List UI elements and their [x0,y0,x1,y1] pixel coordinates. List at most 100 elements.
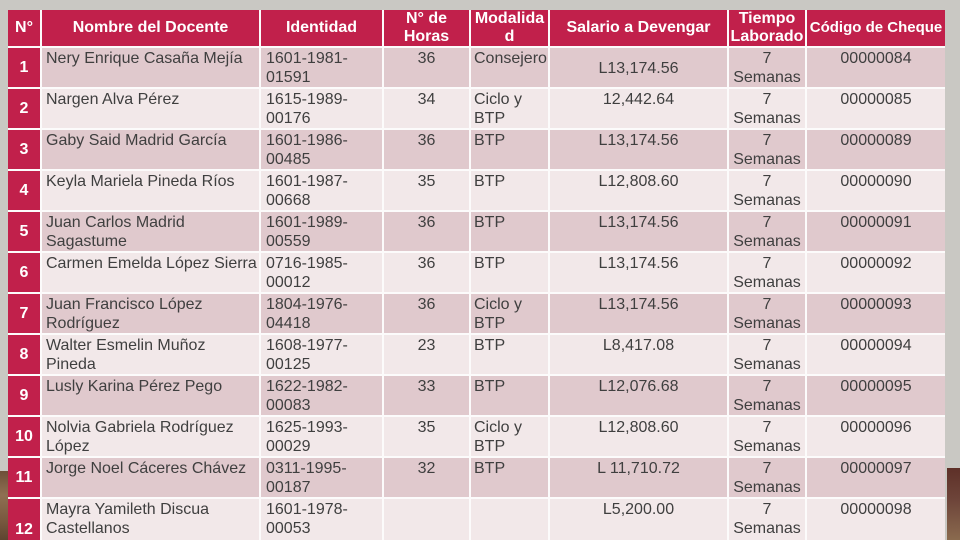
cell-row-number: 1 [8,48,40,87]
cell-nombre-docente: Mayra Yamileth Discua Castellanos [42,499,259,540]
cell-row-number: 2 [8,89,40,128]
cell-row-number: 5 [8,212,40,251]
cell-nombre-docente: Jorge Noel Cáceres Chávez [42,458,259,497]
cell-horas: 33 [384,376,469,415]
cell-nombre-docente: Lusly Karina Pérez Pego [42,376,259,415]
cell-horas: 36 [384,294,469,333]
cell-tiempo-laborado: 7 Semanas [729,335,805,374]
cell-tiempo-laborado: 7 Semanas [729,294,805,333]
cell-codigo-cheque: 00000095 [807,376,945,415]
cell-row-number: 12 [8,499,40,540]
cell-identidad: 1622-1982-00083 [261,376,382,415]
cell-codigo-cheque: 00000085 [807,89,945,128]
cell-identidad: 1601-1987-00668 [261,171,382,210]
cell-modalidad: BTP [471,171,548,210]
cell-codigo-cheque: 00000084 [807,48,945,87]
cell-modalidad: Ciclo y BTP [471,89,548,128]
cell-identidad: 1804-1976-04418 [261,294,382,333]
column-header-cheque: Código de Cheque [807,10,945,46]
cell-nombre-docente: Carmen Emelda López Sierra [42,253,259,292]
cell-nombre-docente: Nargen Alva Pérez [42,89,259,128]
column-header-horas: N° de Horas [384,10,469,46]
cell-tiempo-laborado: 7 Semanas [729,499,805,540]
cell-nombre-docente: Gaby Said Madrid García [42,130,259,169]
cell-codigo-cheque: 00000096 [807,417,945,456]
cell-row-number: 3 [8,130,40,169]
cell-modalidad: Ciclo y BTP [471,294,548,333]
cell-horas: 32 [384,458,469,497]
cell-tiempo-laborado: 7 Semanas [729,89,805,128]
cell-tiempo-laborado: 7 Semanas [729,376,805,415]
column-header-salario: Salario a Devengar [550,10,727,46]
cell-nombre-docente: Nery Enrique Casaña Mejía [42,48,259,87]
cell-codigo-cheque: 00000092 [807,253,945,292]
cell-salario: L 11,710.72 [550,458,727,497]
column-header-num: N° [8,10,40,46]
cell-codigo-cheque: 00000089 [807,130,945,169]
cell-tiempo-laborado: 7 Semanas [729,130,805,169]
cell-tiempo-laborado: 7 Semanas [729,212,805,251]
cell-modalidad: Ciclo y BTP [471,417,548,456]
cell-horas: 36 [384,253,469,292]
cell-salario: L13,174.56 [550,130,727,169]
column-header-nombre: Nombre del Docente [42,10,259,46]
cell-identidad: 1601-1978-00053 [261,499,382,540]
docentes-table: N° Nombre del Docente Identidad N° de Ho… [8,10,945,540]
cell-nombre-docente: Keyla Mariela Pineda Ríos [42,171,259,210]
cell-identidad: 0311-1995-00187 [261,458,382,497]
cell-horas: 35 [384,171,469,210]
cell-horas: 36 [384,130,469,169]
cell-row-number: 7 [8,294,40,333]
cell-codigo-cheque: 00000097 [807,458,945,497]
cell-codigo-cheque: 00000098 [807,499,945,540]
cell-modalidad: BTP [471,130,548,169]
cell-nombre-docente: Juan Francisco López Rodríguez [42,294,259,333]
cell-row-number: 6 [8,253,40,292]
cell-identidad: 1625-1993-00029 [261,417,382,456]
cell-tiempo-laborado: 7 Semanas [729,48,805,87]
cell-identidad: 1615-1989-00176 [261,89,382,128]
column-header-tiempo: Tiempo Laborado [729,10,805,46]
cell-salario: L12,076.68 [550,376,727,415]
cell-modalidad: BTP [471,253,548,292]
cell-codigo-cheque: 00000090 [807,171,945,210]
cell-tiempo-laborado: 7 Semanas [729,253,805,292]
cell-modalidad: BTP [471,458,548,497]
cell-row-number: 9 [8,376,40,415]
cell-salario: L13,174.56 [550,253,727,292]
cell-nombre-docente: Juan Carlos Madrid Sagastume [42,212,259,251]
cell-horas: 36 [384,48,469,87]
cell-salario: L13,174.56 [550,48,727,87]
cell-modalidad [471,499,548,540]
cell-salario: L12,808.60 [550,171,727,210]
cell-nombre-docente: Walter Esmelin Muñoz Pineda [42,335,259,374]
background-photo-left [0,471,9,540]
cell-row-number: 10 [8,417,40,456]
column-header-identidad: Identidad [261,10,382,46]
cell-salario: L12,808.60 [550,417,727,456]
cell-identidad: 1608-1977-00125 [261,335,382,374]
cell-row-number: 8 [8,335,40,374]
cell-modalidad: BTP [471,335,548,374]
cell-row-number: 11 [8,458,40,497]
cell-codigo-cheque: 00000091 [807,212,945,251]
cell-horas: 35 [384,417,469,456]
cell-tiempo-laborado: 7 Semanas [729,458,805,497]
cell-modalidad: BTP [471,212,548,251]
cell-horas [384,499,469,540]
cell-modalidad: Consejero [471,48,548,87]
cell-horas: 34 [384,89,469,128]
cell-salario: L5,200.00 [550,499,727,540]
cell-identidad: 1601-1986-00485 [261,130,382,169]
cell-modalidad: BTP [471,376,548,415]
cell-tiempo-laborado: 7 Semanas [729,417,805,456]
cell-row-number: 4 [8,171,40,210]
cell-salario: L8,417.08 [550,335,727,374]
column-header-modalidad: Modalidad [471,10,548,46]
cell-codigo-cheque: 00000093 [807,294,945,333]
cell-salario: 12,442.64 [550,89,727,128]
cell-nombre-docente: Nolvia Gabriela Rodríguez López [42,417,259,456]
cell-identidad: 1601-1989-00559 [261,212,382,251]
cell-identidad: 1601-1981-01591 [261,48,382,87]
